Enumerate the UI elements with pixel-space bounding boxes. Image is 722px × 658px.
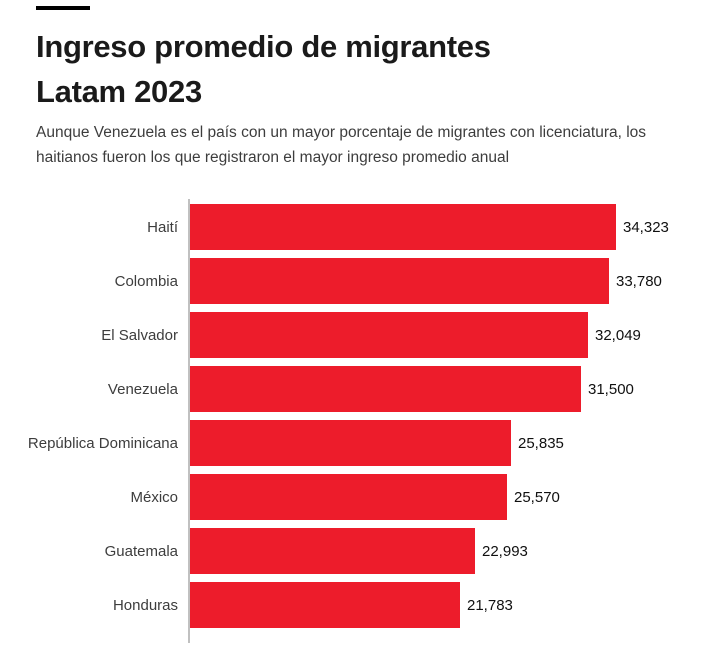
category-label: Venezuela — [107, 380, 178, 398]
bar — [190, 582, 460, 628]
bar-row: Haití 34,323 — [0, 204, 722, 250]
bar-row: Colombia 33,780 — [0, 258, 722, 304]
chart-subtitle: Aunque Venezuela es el país con un mayor… — [36, 120, 696, 170]
value-label: 22,993 — [482, 542, 528, 560]
y-axis-line — [188, 199, 190, 643]
value-label: 32,049 — [595, 326, 641, 344]
bar-track: 25,835 — [190, 420, 722, 466]
category-label: Colombia — [114, 272, 178, 290]
bar-row: República Dominicana 25,835 — [0, 420, 722, 466]
bar-track: 22,993 — [190, 528, 722, 574]
bar-track: 33,780 — [190, 258, 722, 304]
bar-track: 25,570 — [190, 474, 722, 520]
bar-track: 32,049 — [190, 312, 722, 358]
value-label: 25,835 — [518, 434, 564, 452]
bar — [190, 366, 581, 412]
bar — [190, 528, 475, 574]
bar-track: 21,783 — [190, 582, 722, 628]
bar-row: Honduras 21,783 — [0, 582, 722, 628]
category-label: Honduras — [112, 596, 178, 614]
bar-row: El Salvador 32,049 — [0, 312, 722, 358]
chart-subtitle-line-2: haitianos fueron los que registraron el … — [36, 149, 510, 166]
category-label: El Salvador — [101, 326, 178, 344]
bar — [190, 420, 511, 466]
header-rule — [36, 6, 90, 10]
value-label: 33,780 — [616, 272, 662, 290]
page-title-line-2: Latam 2023 — [36, 74, 202, 109]
category-label: México — [130, 488, 178, 506]
page-title: Ingreso promedio de migrantes Latam 2023 — [36, 24, 676, 114]
bar-track: 31,500 — [190, 366, 722, 412]
bar-chart: Haití 34,323 Colombia 33,780 El Salvador… — [0, 204, 722, 636]
value-label: 25,570 — [514, 488, 560, 506]
category-label: Guatemala — [104, 542, 178, 560]
bar-track: 34,323 — [190, 204, 722, 250]
page-title-line-1: Ingreso promedio de migrantes — [36, 29, 491, 64]
bar-row: Guatemala 22,993 — [0, 528, 722, 574]
bar-row: México 25,570 — [0, 474, 722, 520]
category-label: Haití — [147, 218, 178, 236]
bar — [190, 474, 507, 520]
chart-subtitle-line-1: Aunque Venezuela es el país con un mayor… — [36, 124, 647, 141]
bar — [190, 258, 609, 304]
bar — [190, 204, 616, 250]
bar-row: Venezuela 31,500 — [0, 366, 722, 412]
value-label: 34,323 — [623, 218, 669, 236]
category-label: República Dominicana — [27, 434, 178, 452]
value-label: 31,500 — [588, 380, 634, 398]
bar — [190, 312, 588, 358]
value-label: 21,783 — [467, 596, 513, 614]
